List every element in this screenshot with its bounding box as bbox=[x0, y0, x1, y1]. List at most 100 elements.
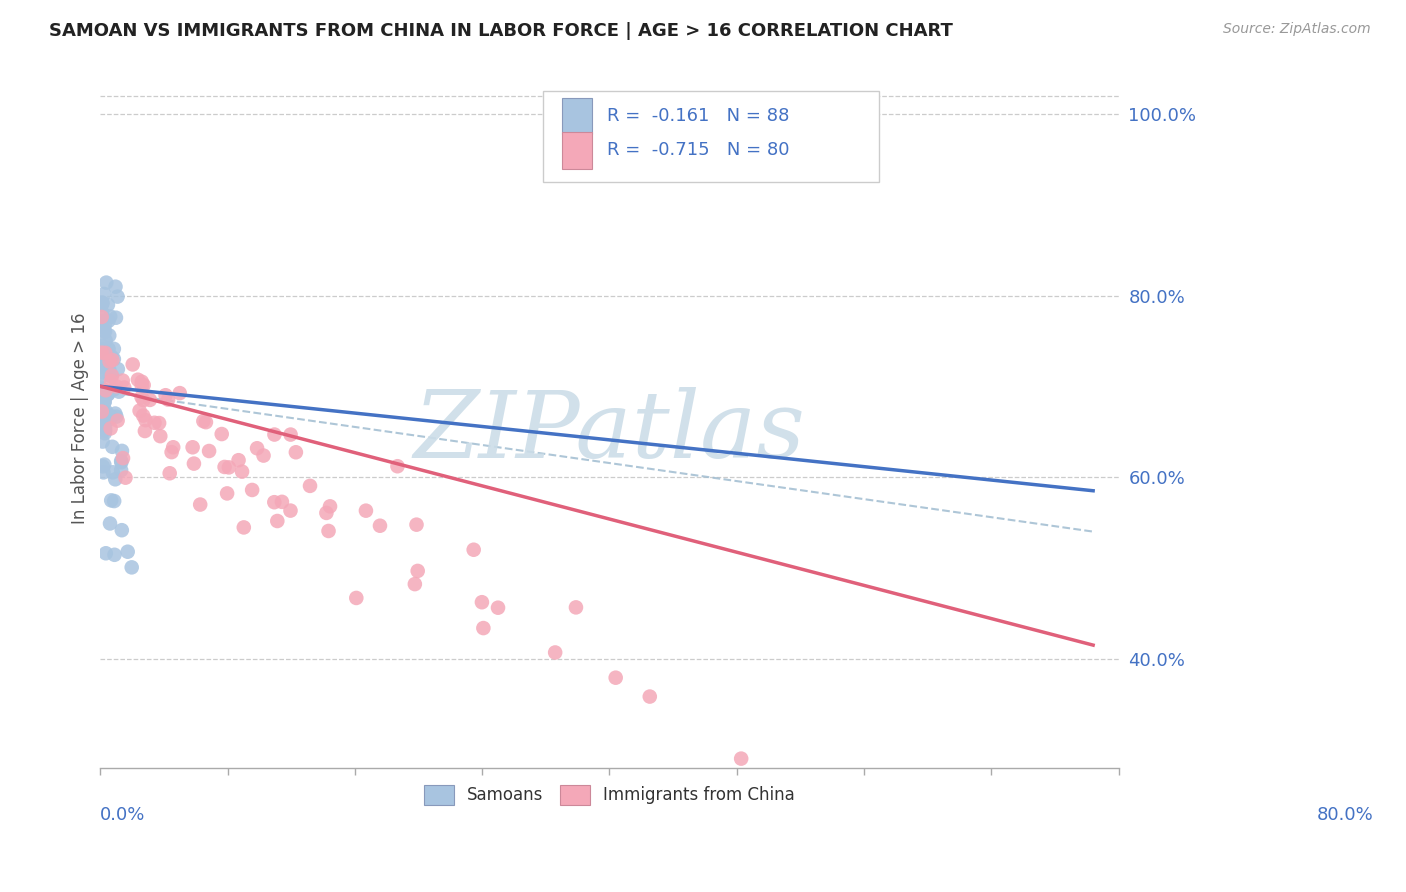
Point bbox=[90, 310, 112, 324]
Point bbox=[101, 440, 124, 454]
Point bbox=[103, 342, 125, 356]
Point bbox=[98, 362, 121, 376]
Point bbox=[108, 384, 131, 399]
Point bbox=[263, 427, 285, 442]
Text: 0.0%: 0.0% bbox=[100, 806, 146, 824]
Point bbox=[162, 440, 184, 454]
Point bbox=[98, 410, 121, 425]
Point bbox=[94, 334, 117, 348]
Point bbox=[354, 503, 377, 517]
Point bbox=[121, 358, 143, 372]
Point bbox=[730, 751, 752, 765]
Point bbox=[93, 384, 115, 398]
Point bbox=[111, 443, 134, 458]
Point bbox=[198, 444, 221, 458]
Point bbox=[132, 378, 155, 392]
Point bbox=[218, 460, 240, 475]
Point bbox=[90, 345, 112, 359]
Point bbox=[131, 379, 153, 393]
Point bbox=[97, 314, 120, 328]
Point bbox=[98, 412, 121, 426]
Point bbox=[93, 423, 115, 437]
Point bbox=[211, 427, 233, 442]
Point bbox=[93, 422, 115, 436]
Point bbox=[368, 518, 391, 533]
Point bbox=[159, 467, 181, 481]
Point bbox=[131, 390, 153, 404]
Text: Source: ZipAtlas.com: Source: ZipAtlas.com bbox=[1223, 22, 1371, 37]
Point bbox=[110, 455, 132, 469]
Point bbox=[104, 279, 127, 293]
Point bbox=[344, 591, 367, 605]
Point bbox=[160, 445, 183, 459]
Point bbox=[143, 416, 166, 430]
Point bbox=[405, 517, 427, 532]
Point bbox=[284, 445, 307, 459]
Point bbox=[103, 494, 125, 508]
Point bbox=[605, 671, 627, 685]
Point bbox=[114, 471, 136, 485]
Point bbox=[91, 296, 114, 310]
Y-axis label: In Labor Force | Age > 16: In Labor Force | Age > 16 bbox=[72, 312, 89, 524]
Point bbox=[107, 362, 129, 376]
Point bbox=[319, 500, 342, 514]
Point bbox=[93, 394, 115, 409]
Point bbox=[103, 383, 125, 397]
Point bbox=[228, 453, 250, 467]
Point bbox=[387, 459, 409, 474]
Point bbox=[94, 389, 117, 403]
Point bbox=[112, 380, 135, 394]
Point bbox=[91, 382, 114, 396]
Point bbox=[96, 276, 118, 290]
Point bbox=[98, 369, 121, 384]
Point bbox=[94, 325, 117, 339]
Point bbox=[103, 352, 125, 367]
Point bbox=[94, 318, 117, 332]
Point bbox=[214, 460, 236, 475]
Point bbox=[98, 310, 121, 324]
Point bbox=[91, 434, 114, 449]
Point bbox=[104, 310, 127, 325]
Point bbox=[91, 366, 114, 380]
Point bbox=[181, 440, 204, 454]
Point bbox=[101, 368, 124, 383]
Point bbox=[100, 368, 122, 383]
Point bbox=[252, 449, 274, 463]
Text: 80.0%: 80.0% bbox=[1316, 806, 1374, 824]
FancyBboxPatch shape bbox=[561, 98, 592, 134]
Point bbox=[93, 395, 115, 409]
Point bbox=[97, 386, 120, 401]
Point bbox=[139, 392, 162, 407]
Point bbox=[90, 392, 112, 407]
Point bbox=[91, 343, 114, 357]
Point bbox=[97, 342, 120, 356]
Point bbox=[98, 354, 121, 368]
Point bbox=[90, 387, 112, 401]
Point bbox=[93, 458, 115, 472]
Point bbox=[107, 414, 129, 428]
Point bbox=[98, 328, 121, 343]
Point bbox=[97, 298, 120, 312]
Point bbox=[280, 503, 302, 517]
Point bbox=[406, 564, 429, 578]
Legend: Samoans, Immigrants from China: Samoans, Immigrants from China bbox=[418, 778, 801, 812]
Text: R =  -0.715   N = 80: R = -0.715 N = 80 bbox=[607, 141, 790, 160]
Point bbox=[544, 645, 567, 659]
Point bbox=[271, 495, 294, 509]
Point bbox=[194, 415, 217, 429]
Point bbox=[90, 404, 112, 418]
Point bbox=[463, 542, 485, 557]
Point bbox=[117, 545, 139, 559]
Point bbox=[93, 324, 115, 338]
Point bbox=[318, 524, 340, 538]
Point bbox=[90, 298, 112, 312]
Point bbox=[471, 595, 494, 609]
Point bbox=[90, 383, 112, 397]
Point bbox=[89, 314, 111, 328]
Point bbox=[94, 424, 117, 438]
Point bbox=[94, 412, 117, 426]
Point bbox=[100, 350, 122, 364]
Point bbox=[183, 457, 205, 471]
Point bbox=[96, 407, 118, 421]
Point bbox=[157, 392, 180, 407]
